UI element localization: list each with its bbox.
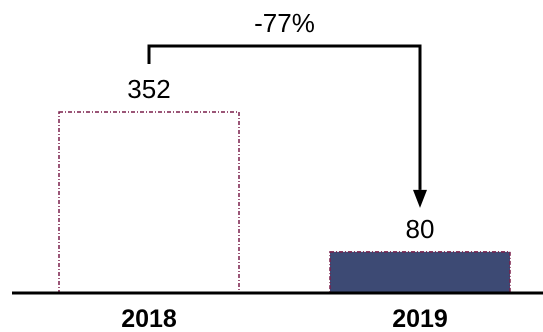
arrow-head-icon bbox=[413, 189, 427, 208]
change-arrow-path bbox=[147, 44, 422, 190]
change-percent-label: -77% bbox=[254, 8, 315, 38]
bar-2018 bbox=[58, 111, 240, 294]
bars-group bbox=[58, 111, 511, 294]
category-label-2019: 2019 bbox=[392, 305, 448, 332]
data-label-2018: 352 bbox=[127, 74, 170, 104]
category-label-2018: 2018 bbox=[121, 305, 177, 332]
labels-group: 352 2018 80 2019 bbox=[121, 74, 448, 332]
change-annotation: -77% bbox=[147, 8, 427, 208]
bar-2019 bbox=[329, 251, 511, 294]
data-label-2019: 80 bbox=[406, 214, 435, 244]
